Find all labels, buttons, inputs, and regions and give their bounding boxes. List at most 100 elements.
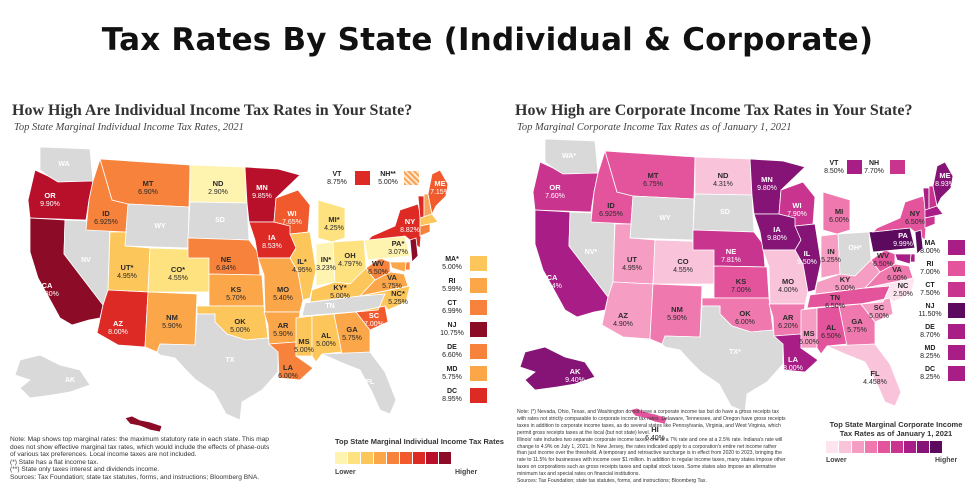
legend-swatch [878, 441, 890, 453]
state-label-mo: MO [782, 277, 794, 286]
state-rate-nc: 2.50% [893, 291, 913, 298]
state-label-sc: SC [369, 311, 380, 320]
ind-vt-swatch [355, 171, 370, 185]
corp-note-line: with rates not strictly comparable to co… [517, 415, 786, 422]
small-state-md: MD 5.75% [437, 366, 467, 382]
small-state-rate: 8.00% [920, 248, 940, 255]
state-label-mt: MT [143, 179, 154, 188]
state-label-la: LA [788, 355, 799, 364]
state-label-ms: MS [298, 337, 309, 346]
ind-note-line: (**) State only taxes interest and divid… [10, 466, 160, 474]
small-state-rate: 5.75% [442, 374, 462, 381]
state-rate-ky: 5.00% [835, 285, 855, 292]
small-state-ri: RI 7.00% [915, 261, 945, 277]
small-state-name: DC [446, 388, 458, 395]
small-state-name: CT [925, 282, 935, 289]
state-label-ga: GA [851, 317, 863, 326]
small-state-rate: 10.75% [440, 330, 464, 337]
state-rate-mt: 6.90% [138, 189, 158, 196]
corp-note-line: Illinois' rate includes two separate cor… [517, 436, 783, 443]
small-state-swatch [948, 345, 965, 360]
state-label-in: IN [827, 247, 835, 256]
state-nc [860, 277, 916, 305]
state-label-nc: NC* [391, 289, 405, 298]
state-rate-wv: 6.50% [368, 269, 388, 276]
state-ct [419, 223, 431, 237]
corporate-legend-low: Lower [826, 457, 847, 464]
state-ga [333, 311, 371, 355]
state-label-pa: PA [898, 231, 908, 240]
state-rate-pa: 3.07% [388, 249, 408, 256]
state-label-ar: AR [278, 321, 289, 330]
corporate-tax-map: WA*OR7.60%CA8.84%NV*ID6.925%MT6.75%WYUT4… [519, 138, 955, 442]
state-label-ok: OK [234, 317, 246, 326]
state-label-ak: AK [570, 367, 581, 376]
state-label-sd: SD [215, 217, 225, 224]
small-state-dc: DC 8.95% [437, 388, 467, 404]
state-label-nd: ND [718, 171, 729, 180]
state-rate-wi: 7.65% [282, 219, 302, 226]
small-state-name: MA [924, 240, 936, 247]
small-state-rate: 7.00% [920, 269, 940, 276]
small-state-name: RI [926, 261, 934, 268]
state-md [894, 253, 912, 265]
state-label-ia: IA [268, 233, 276, 242]
state-rate-nc: 5.25% [388, 299, 408, 306]
state-label-sc: SC [874, 303, 885, 312]
legend-swatch [865, 441, 877, 453]
small-state-name: NJ [925, 303, 935, 310]
legend-swatch [400, 452, 412, 464]
state-label-az: AZ [618, 311, 628, 320]
legend-swatch [361, 452, 373, 464]
state-label-la: LA [283, 363, 294, 372]
state-rate-ut: 4.95% [622, 265, 642, 272]
state-ms [800, 307, 818, 349]
small-state-ri: RI 5.99% [437, 278, 467, 294]
state-label-or: OR [549, 183, 561, 192]
state-label-mt: MT [648, 171, 659, 180]
legend-swatch [348, 452, 360, 464]
state-rate-ga: 5.75% [342, 335, 362, 342]
state-label-va: VA [892, 265, 902, 274]
state-label-pa: PA* [392, 239, 405, 248]
state-label-co: CO [677, 257, 688, 266]
state-rate-in: 3.23% [316, 265, 336, 272]
state-tx [661, 305, 784, 413]
state-label-nm: NM [166, 313, 178, 322]
small-state-nj: NJ 10.75% [437, 322, 467, 338]
state-rate-ny: 6.50% [905, 219, 925, 226]
small-state-ct: CT 7.50% [915, 282, 945, 298]
state-rate-nm: 5.90% [162, 323, 182, 330]
ind-nh-rate: 5.00% [378, 179, 398, 186]
legend-swatch [387, 452, 399, 464]
legend-swatch [852, 441, 864, 453]
state-rate-mn: 9.85% [252, 193, 272, 200]
state-il [289, 231, 317, 301]
legend-swatch [426, 452, 438, 464]
state-rate-or: 9.90% [40, 201, 60, 208]
state-rate-oh: 4.797% [338, 261, 362, 268]
state-label-hi: HI [651, 425, 659, 434]
state-label-fl: FL [366, 379, 375, 386]
state-label-ny: NY [910, 209, 920, 218]
state-in [820, 233, 841, 279]
state-label-id: ID [102, 209, 110, 218]
state-md [389, 261, 407, 273]
legend-swatch [839, 441, 851, 453]
state-rate-ok: 6.00% [735, 319, 755, 326]
state-rate-nd: 2.90% [208, 189, 228, 196]
state-label-mn: MN [761, 175, 773, 184]
state-rate-mt: 6.75% [643, 181, 663, 188]
small-state-name: CT [447, 300, 457, 307]
small-state-swatch [470, 278, 487, 293]
corporate-legend-high: Higher [935, 457, 958, 464]
small-state-swatch [470, 388, 487, 403]
legend-swatch [917, 441, 929, 453]
small-state-name: MA* [445, 256, 459, 263]
state-label-in: IN* [321, 255, 332, 264]
corp-note-line: rate to 11.5% for businesses with income… [517, 457, 786, 464]
corp-note-line: permit gross receipts taxes at the local… [517, 429, 651, 436]
state-label-il: IL* [297, 257, 307, 266]
corp-vt-rate: 8.50% [824, 168, 844, 175]
